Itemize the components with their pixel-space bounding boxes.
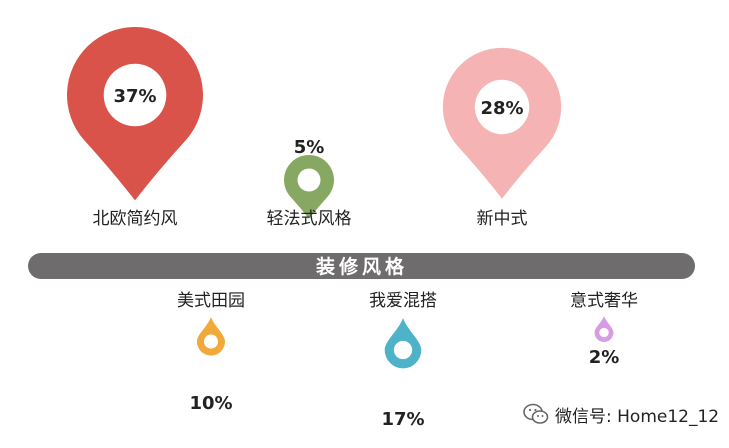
chart-title: 装修风格 xyxy=(315,255,408,278)
category-label: 轻法式风格 xyxy=(267,209,352,229)
value-label: 2% xyxy=(589,347,620,368)
wechat-icon xyxy=(523,403,549,424)
category-label: 美式田园 xyxy=(177,291,245,311)
pin-hole xyxy=(297,168,321,192)
value-label: 28% xyxy=(480,98,523,119)
watermark-text: 微信号: Home12_12 xyxy=(555,406,720,427)
title-band xyxy=(28,253,695,279)
value-label: 5% xyxy=(294,137,325,158)
drop-hole xyxy=(393,340,413,360)
pin-hole xyxy=(103,63,167,127)
value-label: 10% xyxy=(189,393,232,414)
drop-hole xyxy=(203,334,219,349)
value-label: 17% xyxy=(381,409,424,430)
category-label: 我爱混搭 xyxy=(369,291,437,311)
pin-hole xyxy=(474,79,530,135)
category-label: 意式奢华 xyxy=(570,291,638,311)
value-label: 37% xyxy=(113,86,156,107)
watermark: 微信号: Home12_12 xyxy=(523,402,720,427)
category-label: 北欧简约风 xyxy=(93,209,178,229)
drop-hole xyxy=(599,327,609,338)
category-label: 新中式 xyxy=(477,209,528,229)
